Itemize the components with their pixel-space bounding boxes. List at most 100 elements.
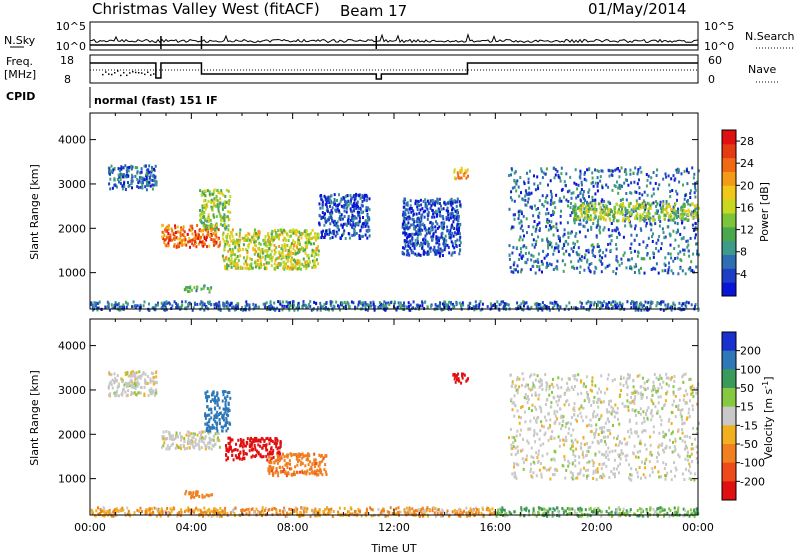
heatmap-cell bbox=[578, 216, 581, 220]
heatmap-cell bbox=[223, 240, 226, 243]
heatmap-cell bbox=[366, 229, 369, 233]
heatmap-cell bbox=[202, 203, 205, 207]
heatmap-cell bbox=[357, 300, 360, 304]
heatmap-cell bbox=[607, 210, 610, 214]
heatmap-cell bbox=[191, 242, 194, 246]
heatmap-cell bbox=[189, 224, 192, 228]
heatmap-cell bbox=[626, 300, 629, 304]
heatmap-cell bbox=[520, 224, 523, 228]
heatmap-cell bbox=[405, 203, 408, 207]
heatmap-cell bbox=[582, 190, 585, 193]
heatmap-cell bbox=[602, 400, 605, 404]
heatmap-cell bbox=[287, 252, 290, 256]
heatmap-cell bbox=[246, 251, 249, 255]
heatmap-cell bbox=[277, 471, 280, 475]
heatmap-cell bbox=[136, 380, 139, 384]
heatmap-cell bbox=[148, 164, 151, 168]
heatmap-cell bbox=[650, 176, 653, 180]
heatmap-cell bbox=[607, 243, 609, 246]
heatmap-cell bbox=[344, 194, 347, 198]
heatmap-cell bbox=[289, 303, 292, 307]
heatmap-cell bbox=[344, 304, 347, 308]
heatmap-cell bbox=[603, 199, 606, 203]
heatmap-cell bbox=[364, 301, 367, 305]
heatmap-cell bbox=[665, 462, 667, 466]
heatmap-cell bbox=[354, 215, 356, 219]
heatmap-cell bbox=[174, 224, 176, 228]
heatmap-cell bbox=[205, 429, 208, 432]
heatmap-cell bbox=[621, 210, 624, 214]
heatmap-cell bbox=[677, 252, 680, 256]
heatmap-cell bbox=[130, 167, 133, 171]
heatmap-cell bbox=[222, 193, 225, 197]
heatmap-cell bbox=[329, 211, 332, 215]
heatmap-cell bbox=[406, 203, 409, 207]
heatmap-cell bbox=[136, 384, 139, 388]
heatmap-cell bbox=[162, 435, 165, 439]
heatmap-cell bbox=[364, 303, 367, 307]
heatmap-cell bbox=[289, 462, 292, 466]
heatmap-cell bbox=[442, 227, 445, 231]
heatmap-cell bbox=[314, 237, 317, 241]
heatmap-cell bbox=[223, 245, 226, 249]
heatmap-cell bbox=[113, 381, 116, 385]
heatmap-cell bbox=[298, 306, 300, 310]
heatmap-cell bbox=[128, 184, 131, 187]
heatmap-cell bbox=[228, 236, 231, 240]
heatmap-cell bbox=[224, 400, 227, 404]
heatmap-cell bbox=[656, 301, 659, 305]
heatmap-cell bbox=[335, 204, 338, 208]
heatmap-cell bbox=[596, 243, 599, 247]
heatmap-cell bbox=[547, 264, 550, 268]
heatmap-cell bbox=[691, 216, 694, 220]
heatmap-cell bbox=[213, 197, 216, 201]
heatmap-cell bbox=[227, 202, 230, 206]
heatmap-cell bbox=[308, 238, 310, 242]
heatmap-cell bbox=[525, 217, 528, 221]
heatmap-cell bbox=[553, 211, 556, 215]
heatmap-cell bbox=[239, 248, 242, 252]
heatmap-cell bbox=[555, 242, 558, 246]
heatmap-cell bbox=[443, 303, 446, 307]
heatmap-cell bbox=[436, 305, 439, 309]
heatmap-cell bbox=[541, 203, 544, 206]
heatmap-cell bbox=[229, 439, 232, 443]
heatmap-cell bbox=[696, 211, 698, 215]
heatmap-cell bbox=[425, 240, 428, 244]
heatmap-cell bbox=[206, 189, 209, 193]
heatmap-cell bbox=[226, 232, 229, 236]
heatmap-cell bbox=[434, 252, 437, 256]
heatmap-cell bbox=[276, 447, 279, 451]
heatmap-cell bbox=[640, 170, 643, 174]
heatmap-cell bbox=[221, 191, 223, 195]
heatmap-cell bbox=[144, 378, 146, 382]
heatmap-cell bbox=[318, 453, 321, 457]
heatmap-cell bbox=[672, 174, 675, 178]
heatmap-cell bbox=[585, 301, 588, 305]
heatmap-cell bbox=[636, 254, 639, 258]
heatmap-cell bbox=[431, 226, 434, 230]
heatmap-cell bbox=[555, 246, 558, 250]
heatmap-cell bbox=[350, 300, 353, 304]
heatmap-cell bbox=[596, 176, 599, 180]
heatmap-cell bbox=[603, 300, 606, 304]
heatmap-cell bbox=[246, 303, 249, 307]
heatmap-cell bbox=[425, 206, 428, 209]
heatmap-cell bbox=[599, 300, 602, 304]
heatmap-cell bbox=[332, 304, 335, 308]
heatmap-cell bbox=[513, 268, 516, 271]
heatmap-cell bbox=[662, 231, 665, 235]
heatmap-cell bbox=[630, 191, 633, 195]
heatmap-cell bbox=[191, 224, 194, 228]
heatmap-cell bbox=[263, 444, 266, 447]
heatmap-cell bbox=[361, 195, 364, 199]
heatmap-cell bbox=[665, 210, 668, 214]
heatmap-cell bbox=[175, 433, 178, 436]
heatmap-cell bbox=[691, 213, 694, 217]
heatmap-cell bbox=[556, 169, 559, 173]
heatmap-cell bbox=[403, 217, 406, 221]
heatmap-cell bbox=[319, 301, 322, 305]
heatmap-cell bbox=[672, 259, 675, 263]
heatmap-cell bbox=[438, 197, 441, 201]
heatmap-cell bbox=[214, 398, 217, 402]
